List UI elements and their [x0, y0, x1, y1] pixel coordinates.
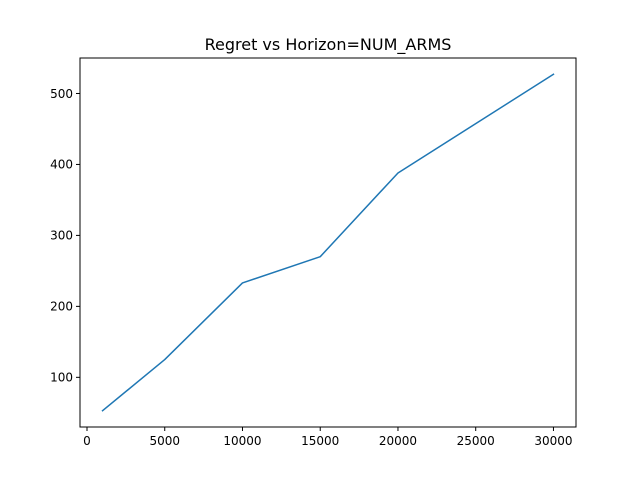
y-tick-label: 500 — [50, 87, 73, 101]
chart-title: Regret vs Horizon=NUM_ARMS — [205, 35, 452, 55]
series-line-0 — [101, 73, 555, 412]
x-tick-label: 5000 — [149, 434, 180, 448]
x-tick-label: 10000 — [223, 434, 261, 448]
axes-frame — [79, 57, 577, 428]
y-tick-label: 300 — [50, 229, 73, 243]
y-tick-label: 200 — [50, 300, 73, 314]
y-tick-label: 100 — [50, 371, 73, 385]
x-axis: 0 5000 10000 15000 20000 25000 30000 — [83, 427, 573, 448]
x-tick-label: 30000 — [534, 434, 572, 448]
y-axis: 100 200 300 400 500 — [50, 87, 80, 385]
x-tick-label: 0 — [83, 434, 91, 448]
y-tick-label: 400 — [50, 158, 73, 172]
x-tick-label: 15000 — [301, 434, 339, 448]
plot-area — [101, 73, 555, 412]
x-tick-label: 20000 — [379, 434, 417, 448]
x-tick-label: 25000 — [457, 434, 495, 448]
